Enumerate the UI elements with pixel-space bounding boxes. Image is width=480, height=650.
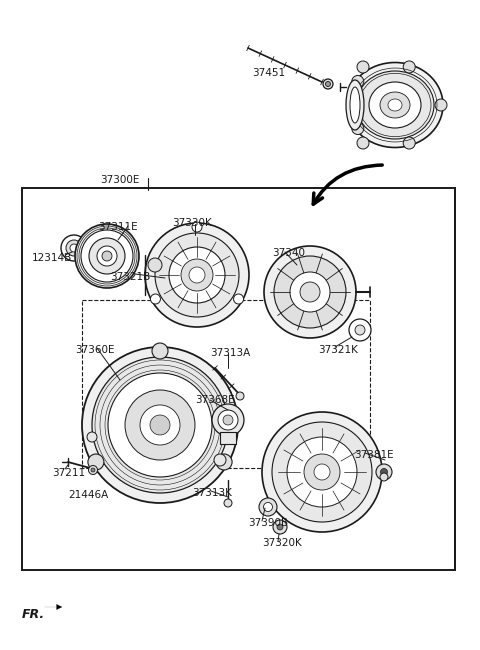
Circle shape: [304, 454, 340, 490]
Text: 37451: 37451: [252, 68, 285, 78]
Text: 37300E: 37300E: [100, 175, 139, 185]
Circle shape: [259, 498, 277, 516]
Circle shape: [357, 61, 369, 73]
Circle shape: [349, 319, 371, 341]
Text: 37321B: 37321B: [110, 272, 150, 282]
Text: 37313K: 37313K: [192, 488, 232, 498]
Text: 37313A: 37313A: [210, 348, 250, 358]
Circle shape: [150, 415, 170, 435]
Circle shape: [91, 468, 95, 472]
Circle shape: [148, 258, 162, 272]
Circle shape: [82, 347, 238, 503]
Circle shape: [300, 282, 320, 302]
Circle shape: [140, 405, 180, 445]
Ellipse shape: [346, 80, 364, 130]
Text: 37381E: 37381E: [354, 450, 394, 460]
Circle shape: [314, 464, 330, 480]
Circle shape: [102, 251, 112, 261]
Circle shape: [192, 222, 202, 232]
Ellipse shape: [380, 92, 410, 118]
Ellipse shape: [347, 62, 443, 148]
Circle shape: [223, 415, 233, 425]
Circle shape: [287, 437, 357, 507]
Text: 37320K: 37320K: [262, 538, 302, 548]
Text: 21446A: 21446A: [68, 490, 108, 500]
Bar: [22, 188, 455, 570]
Circle shape: [169, 247, 225, 303]
Circle shape: [155, 233, 239, 317]
Circle shape: [189, 267, 205, 283]
Ellipse shape: [388, 99, 402, 111]
Text: 37311E: 37311E: [98, 222, 138, 232]
Circle shape: [380, 473, 388, 481]
Text: 37340: 37340: [272, 248, 305, 258]
Circle shape: [214, 454, 226, 466]
Circle shape: [125, 390, 195, 460]
Circle shape: [81, 230, 133, 282]
Circle shape: [273, 520, 287, 534]
Circle shape: [352, 122, 364, 135]
Text: 37368E: 37368E: [195, 395, 235, 405]
Circle shape: [66, 240, 82, 256]
Circle shape: [264, 502, 273, 512]
Circle shape: [108, 373, 212, 477]
Text: 37390B: 37390B: [248, 518, 288, 528]
Bar: [82, 300, 370, 468]
Circle shape: [236, 392, 244, 400]
Circle shape: [381, 469, 387, 476]
Circle shape: [274, 256, 346, 328]
Circle shape: [82, 248, 94, 260]
Circle shape: [357, 137, 369, 149]
Circle shape: [376, 464, 392, 480]
Circle shape: [262, 412, 382, 532]
Circle shape: [61, 235, 87, 261]
Circle shape: [88, 465, 97, 474]
Circle shape: [323, 79, 333, 89]
Text: 37321K: 37321K: [318, 345, 358, 355]
Circle shape: [70, 244, 78, 252]
Circle shape: [92, 357, 228, 493]
Circle shape: [77, 243, 99, 265]
Circle shape: [89, 238, 125, 274]
Circle shape: [325, 81, 331, 86]
Circle shape: [218, 410, 238, 430]
Circle shape: [212, 404, 244, 436]
Circle shape: [403, 137, 415, 149]
Circle shape: [355, 325, 365, 335]
Bar: [220, 432, 236, 444]
Circle shape: [290, 272, 330, 312]
Text: 12314B: 12314B: [32, 253, 72, 263]
Circle shape: [75, 224, 139, 288]
Ellipse shape: [356, 71, 434, 139]
Circle shape: [150, 294, 160, 304]
Circle shape: [97, 246, 117, 266]
Circle shape: [403, 61, 415, 73]
Circle shape: [181, 259, 213, 291]
Circle shape: [87, 432, 97, 442]
Circle shape: [152, 343, 168, 359]
Ellipse shape: [350, 87, 360, 123]
Circle shape: [145, 223, 249, 327]
Circle shape: [234, 294, 243, 304]
Ellipse shape: [369, 82, 421, 128]
Circle shape: [88, 454, 104, 470]
Circle shape: [435, 99, 447, 111]
Text: FR.: FR.: [22, 608, 45, 621]
Circle shape: [352, 75, 364, 88]
Circle shape: [272, 422, 372, 522]
Circle shape: [216, 454, 232, 470]
Circle shape: [277, 524, 283, 530]
Circle shape: [264, 246, 356, 338]
Text: 37360E: 37360E: [75, 345, 115, 355]
Circle shape: [224, 499, 232, 507]
Text: 37211: 37211: [52, 468, 85, 478]
Text: 37330K: 37330K: [172, 218, 212, 228]
